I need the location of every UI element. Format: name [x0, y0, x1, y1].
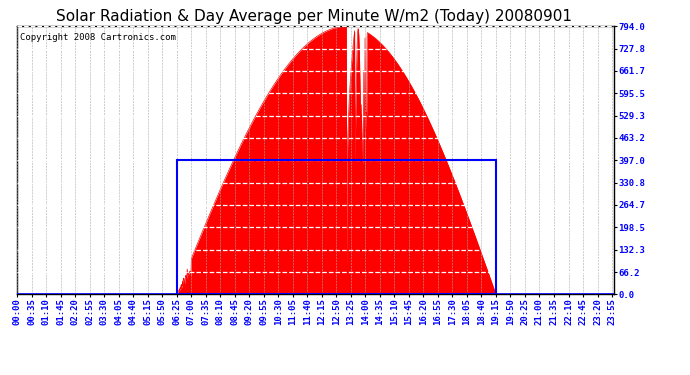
- Bar: [177, 160, 496, 294]
- Text: Copyright 2008 Cartronics.com: Copyright 2008 Cartronics.com: [20, 33, 176, 42]
- Text: Solar Radiation & Day Average per Minute W/m2 (Today) 20080901: Solar Radiation & Day Average per Minute…: [56, 9, 572, 24]
